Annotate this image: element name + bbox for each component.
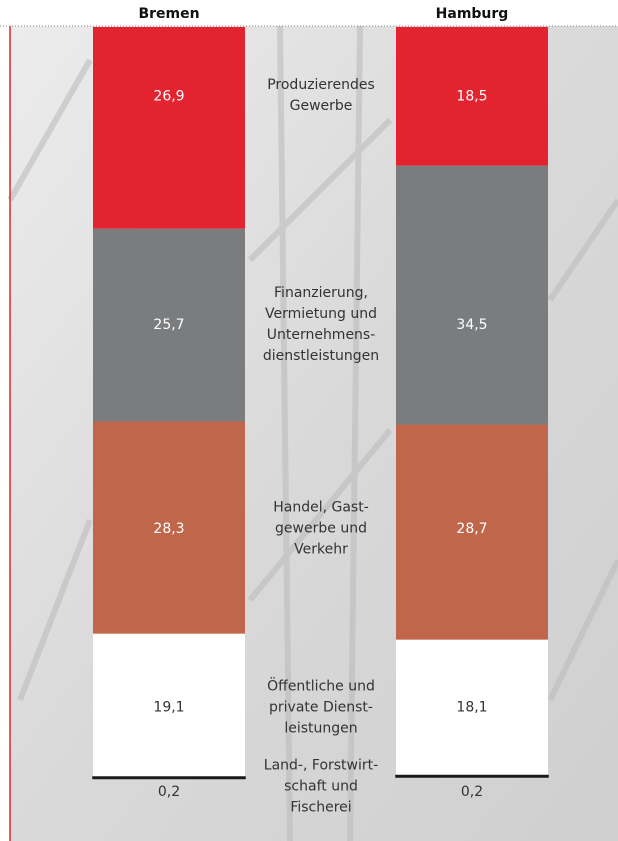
category-label: Hamburg [436, 6, 509, 22]
value-label: 28,7 [456, 521, 487, 537]
sector-label: Produzierendes Gewerbe [267, 77, 375, 115]
photo-texture [7, 25, 618, 841]
value-label: 18,5 [456, 88, 487, 104]
bar-segment [396, 165, 548, 425]
value-label: 34,5 [456, 317, 487, 333]
value-label: 26,9 [153, 88, 184, 104]
bar-segment [92, 776, 246, 780]
value-label: 0,2 [461, 784, 483, 800]
bar-segment [93, 228, 245, 422]
bar-segment [396, 639, 548, 776]
sector-label: Finanzierung, Vermietung und Unternehmen… [262, 285, 380, 365]
bar-segment [93, 27, 245, 229]
value-label: 25,7 [153, 317, 184, 333]
value-label: 19,1 [153, 700, 184, 716]
sector-label: Handel, Gast- gewerbe und Verkehr [273, 499, 369, 558]
value-label: 18,1 [456, 700, 487, 716]
header-background [0, 0, 618, 26]
bar-segment [396, 424, 548, 640]
category-label: Bremen [138, 6, 199, 22]
value-label: 0,2 [158, 784, 180, 800]
bar-segment [395, 774, 549, 778]
sector-label: Öffentliche und private Dienst- leistung… [267, 678, 375, 737]
bar-segment [93, 421, 245, 634]
bar-segment [396, 27, 548, 166]
value-label: 28,3 [153, 521, 184, 537]
bar-segment [93, 633, 245, 777]
sector-label: Land-, Forstwirt- schaft und Fischerei [263, 757, 379, 816]
